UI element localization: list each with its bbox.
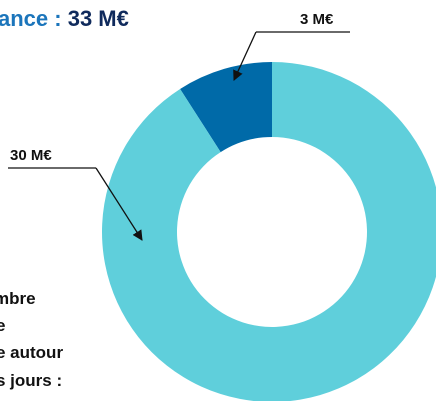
chart-title: ance : 33 M€	[0, 6, 129, 31]
value-label: 30 M€	[10, 147, 52, 164]
note-text: mbre	[0, 289, 36, 308]
note-text: e autour	[0, 343, 63, 362]
title-part: ance :	[0, 6, 62, 31]
title-part: 33 M€	[68, 6, 129, 31]
donut-segment	[102, 62, 436, 401]
donut-segment	[180, 62, 272, 153]
label-arrow	[95, 167, 143, 241]
note-text: s jours :	[0, 371, 62, 390]
note-text: e	[0, 316, 5, 335]
label-arrow	[233, 31, 257, 81]
value-label: 3 M€	[300, 11, 334, 28]
